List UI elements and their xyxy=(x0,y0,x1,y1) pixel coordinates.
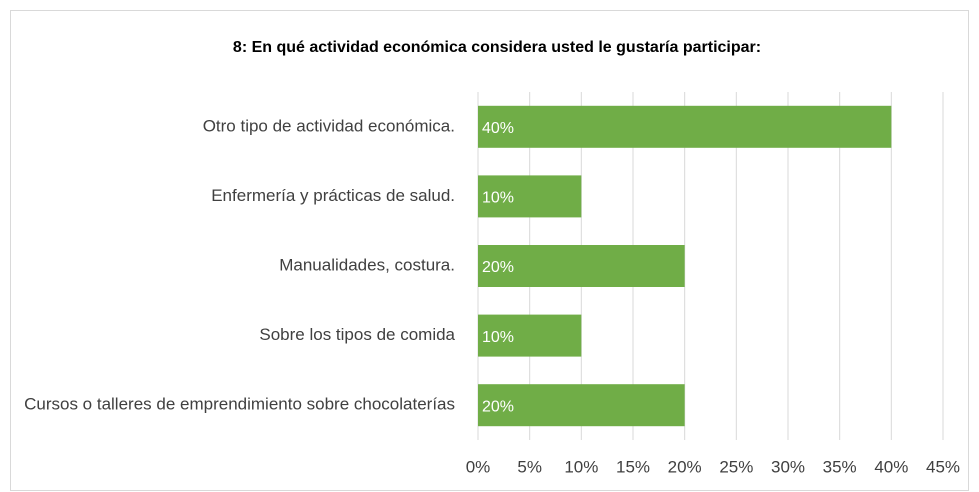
x-tick-label: 45% xyxy=(926,457,960,476)
data-label: 20% xyxy=(482,398,514,415)
x-tick-label: 35% xyxy=(823,457,857,476)
data-label: 20% xyxy=(482,259,514,276)
x-tick-label: 40% xyxy=(874,457,908,476)
bar xyxy=(478,384,685,427)
data-label: 40% xyxy=(482,120,514,137)
x-tick-label: 30% xyxy=(771,457,805,476)
chart-title: 8: En qué actividad económica considera … xyxy=(233,39,761,56)
x-tick-label: 5% xyxy=(517,457,542,476)
y-tick-label: Enfermería y prácticas de salud. xyxy=(211,186,455,205)
bar xyxy=(478,175,582,218)
data-label: 10% xyxy=(482,190,514,207)
y-tick-label: Manualidades, costura. xyxy=(279,255,455,274)
y-tick-label: Sobre los tipos de comida xyxy=(259,325,455,344)
bar xyxy=(478,105,892,148)
y-tick-label: Otro tipo de actividad económica. xyxy=(203,116,455,135)
bar xyxy=(478,314,582,357)
data-label: 10% xyxy=(482,329,514,346)
bar xyxy=(478,245,685,287)
y-tick-label: Cursos o talleres de emprendimiento sobr… xyxy=(24,395,455,414)
x-tick-label: 20% xyxy=(668,457,702,476)
x-tick-label: 15% xyxy=(616,457,650,476)
x-tick-label: 0% xyxy=(466,457,491,476)
x-tick-label: 25% xyxy=(719,457,753,476)
x-tick-label: 10% xyxy=(564,457,598,476)
